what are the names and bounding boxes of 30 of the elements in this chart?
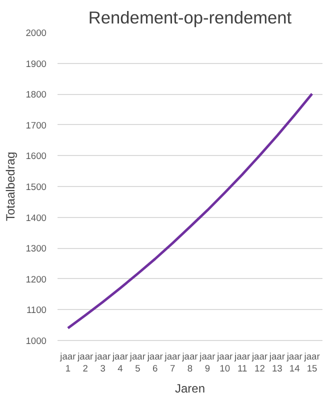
y-tick-label: 1600 (26, 151, 47, 162)
x-tick-label: jaar 3 (94, 352, 111, 374)
x-tick-label: jaar 4 (111, 352, 128, 374)
y-tick-label: 1900 (26, 58, 47, 69)
x-tick-label: jaar 8 (181, 352, 198, 374)
y-tick-label: 1100 (26, 305, 47, 316)
x-tick-label: jaar 13 (268, 352, 285, 374)
y-axis-title: Totaalbedrag (4, 152, 18, 222)
y-tick-label: 1000 (26, 336, 47, 346)
y-tick-label: 1700 (26, 120, 47, 130)
y-tick-label: 2000 (26, 28, 47, 38)
y-tick-label: 1500 (26, 182, 47, 192)
x-tick-label: jaar 5 (128, 352, 146, 374)
x-tick-label: jaar 9 (198, 352, 216, 374)
y-tick-label: 1800 (26, 90, 47, 100)
chart-title: Rendement-op-rendement (88, 8, 292, 28)
x-tick-label: jaar 12 (250, 352, 268, 374)
x-tick-label: jaar 10 (216, 352, 233, 374)
x-axis-title: Jaren (174, 382, 206, 396)
x-tick-label: jaar 2 (76, 352, 94, 374)
y-tick-label: 1300 (26, 244, 47, 254)
x-tick-label: jaar 6 (146, 352, 163, 374)
x-tick-label: jaar 15 (303, 352, 320, 374)
line-series (66, 92, 314, 330)
y-tick-label: 1400 (26, 212, 47, 223)
x-tick-label: jaar 7 (164, 352, 180, 374)
y-tick-label: 1200 (26, 274, 47, 284)
x-tick-label: jaar 1 (59, 352, 76, 374)
x-tick-label: jaar 11 (234, 352, 250, 374)
x-tick-label: jaar 14 (286, 352, 302, 374)
